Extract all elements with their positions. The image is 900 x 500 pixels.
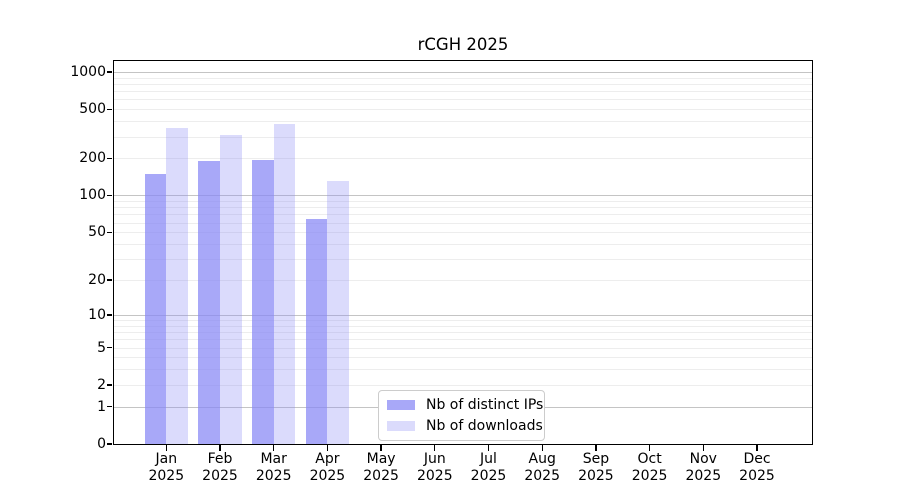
y-tick-mark [106,194,112,197]
y-tick-mark [106,346,112,349]
y-tick-label: 5 [97,339,106,356]
x-tick-label: Oct 2025 [631,451,668,484]
gridline-major [114,195,812,197]
y-tick-label: 10 [88,306,106,323]
y-tick-label: 100 [79,187,106,204]
gridline-minor [114,158,812,160]
y-tick-label: 2 [97,376,106,393]
gridline-minor [114,232,812,234]
x-tick-mark [165,445,167,451]
y-tick-label: 50 [88,224,106,241]
x-tick-label: Jul 2025 [470,451,507,484]
x-tick-label: Aug 2025 [524,451,560,484]
bar-downloads [327,180,350,444]
x-tick-mark [595,445,597,451]
x-tick-mark [756,445,758,451]
y-tick-mark [106,443,112,445]
x-tick-mark [326,445,329,451]
legend: Nb of distinct IPs Nb of downloads [378,390,545,441]
gridline-minor [114,99,812,101]
gridline-minor [114,332,812,334]
gridline-minor [114,280,812,282]
x-tick-mark [273,445,275,451]
gridline-minor [114,369,812,371]
x-tick-mark [487,445,490,451]
x-tick-mark [434,445,436,451]
x-tick-label: May 2025 [363,451,399,484]
y-tick-label: 200 [79,150,106,167]
legend-swatch-downloads [387,420,415,432]
x-tick-label: Feb 2025 [202,451,238,484]
plot-area [114,61,812,444]
gridline-minor [114,320,812,321]
bar-distinct-ips [252,160,274,444]
gridline-minor [114,121,812,123]
gridline-minor [114,384,812,386]
y-tick-mark [106,405,112,408]
gridline-minor [114,91,812,93]
bar-downloads [220,134,242,444]
gridline-minor [114,244,812,245]
gridline-minor [114,259,812,261]
x-tick-mark [380,445,382,451]
x-tick-mark [541,445,543,451]
y-tick-mark [106,314,112,316]
gridline-minor [114,109,812,111]
x-tick-label: Jan 2025 [148,451,185,484]
gridline-major [114,314,812,316]
gridline-minor [114,214,812,216]
gridline-major [114,71,812,73]
gridline-minor [114,201,812,203]
legend-entry: Nb of distinct IPs [387,396,543,414]
legend-label: Nb of distinct IPs [426,397,544,413]
x-tick-label: Jun 2025 [416,451,453,484]
chart-title: rCGH 2025 [417,35,509,54]
x-tick-label: Mar 2025 [255,451,292,484]
bar-downloads [166,128,188,444]
bar-distinct-ips [305,219,328,444]
bar-downloads [273,123,296,444]
x-tick-label: Dec 2025 [739,451,775,484]
legend-label: Nb of downloads [426,418,543,434]
gridline-minor [114,207,812,209]
y-tick-mark [106,279,112,281]
gridline-minor [114,222,812,224]
bar-distinct-ips [144,173,167,444]
gridline-minor [114,136,812,138]
bar-distinct-ips [198,161,220,444]
gridline-minor [114,357,812,359]
y-tick-label: 1 [97,398,106,415]
y-tick-label: 0 [97,436,106,452]
gridline-minor [114,339,812,341]
gridline-minor [114,347,812,349]
x-tick-label: Sep 2025 [578,451,614,484]
y-tick-label: 1000 [70,63,106,80]
y-tick-label: 20 [88,272,106,289]
x-tick-mark [702,445,704,451]
gridline-minor [114,83,812,85]
y-tick-mark [106,71,112,73]
y-tick-label: 500 [79,101,106,118]
y-tick-mark [106,231,112,233]
y-tick-mark [106,108,112,110]
x-tick-label: Nov 2025 [685,451,722,484]
y-tick-mark [106,157,112,160]
x-tick-mark [648,445,651,451]
gridline-minor [114,325,812,327]
y-tick-mark [106,384,112,386]
gridline-minor [114,77,812,79]
x-tick-label: Apr 2025 [309,451,346,484]
x-tick-mark [219,445,221,451]
legend-swatch-distinct-ips [387,399,415,411]
legend-entry: Nb of downloads [387,417,543,435]
